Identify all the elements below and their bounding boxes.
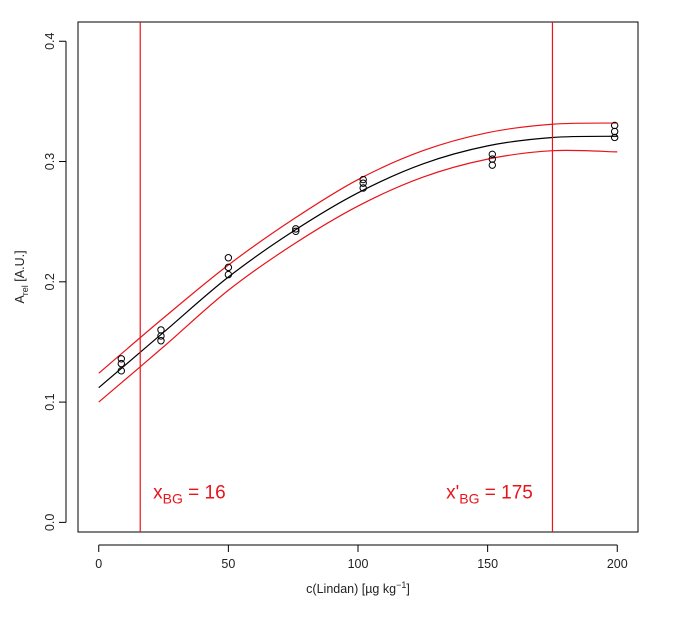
data-point <box>292 227 300 235</box>
data-point <box>117 367 125 375</box>
y-axis: 0.0 0.1 0.2 0.3 0.4 <box>43 33 67 531</box>
data-point <box>359 175 367 184</box>
x-axis-label: c(Lindan) [µg kg−1] <box>306 580 410 596</box>
curve-upper-band <box>98 122 618 374</box>
data-point <box>488 161 496 169</box>
curve-lower-band <box>98 149 618 403</box>
x-tick-label: 50 <box>221 557 235 571</box>
data-point <box>359 179 367 187</box>
data-point <box>292 225 300 233</box>
y-axis-label: Arel [A.U.] <box>13 250 30 303</box>
data-point <box>610 127 619 136</box>
data-point <box>224 263 233 272</box>
data-point <box>157 332 165 340</box>
data-point <box>224 270 233 279</box>
x-tick-label: 150 <box>477 557 498 571</box>
data-point <box>157 326 165 334</box>
y-tick-label: 0.3 <box>43 153 57 170</box>
data-point <box>488 150 496 159</box>
annotations-layer: xBG = 16 x'BG = 175 <box>153 482 533 506</box>
y-tick-label: 0.4 <box>43 33 57 50</box>
data-point <box>359 184 367 192</box>
annotation-xbg: xBG = 16 <box>153 482 226 506</box>
y-tick-label: 0.2 <box>43 273 57 290</box>
data-point <box>157 337 165 345</box>
x-tick-label: 0 <box>95 557 102 571</box>
annotation-xbg-prime: x'BG = 175 <box>446 482 533 506</box>
y-tick-label: 0.0 <box>43 514 57 531</box>
plot-frame <box>77 21 639 533</box>
y-tick-label: 0.1 <box>43 393 57 410</box>
curve-fit <box>98 135 618 389</box>
data-point <box>117 359 125 368</box>
x-tick-label: 200 <box>607 557 628 571</box>
vlines-layer <box>139 22 554 532</box>
curves-layer <box>98 122 618 403</box>
data-point <box>224 254 233 262</box>
x-axis: 0 50 100 150 200 <box>95 544 628 571</box>
data-point <box>117 355 125 363</box>
x-tick-label: 100 <box>348 557 369 571</box>
points-layer <box>117 121 619 375</box>
data-point <box>610 133 619 142</box>
